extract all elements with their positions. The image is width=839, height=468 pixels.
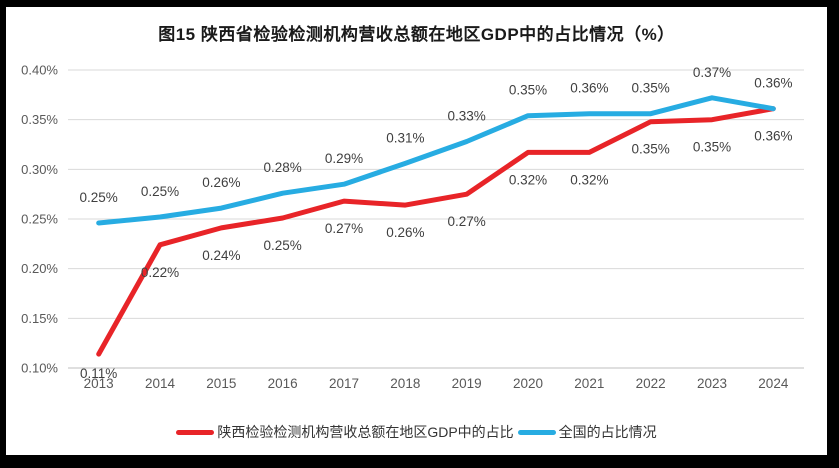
- x-axis-tick-label: 2024: [758, 376, 789, 391]
- chart-title: 图15 陕西省检验检测机构营收总额在地区GDP中的占比情况（%）: [158, 25, 675, 44]
- data-label: 0.26%: [386, 225, 424, 240]
- data-label: 0.35%: [632, 81, 670, 96]
- data-label: 0.32%: [509, 172, 547, 187]
- data-label: 0.36%: [570, 81, 608, 96]
- data-label: 0.27%: [325, 221, 363, 236]
- x-axis-tick-label: 2020: [513, 376, 543, 391]
- legend-line-swatch-blue: [517, 429, 556, 435]
- data-label: 0.25%: [80, 190, 118, 205]
- x-axis-tick-label: 2017: [329, 376, 359, 391]
- data-label: 0.24%: [202, 248, 240, 263]
- y-axis-tick-label: 0.15%: [21, 311, 58, 326]
- y-axis-tick-label: 0.40%: [21, 63, 58, 78]
- legend-label-shaanxi: 陕西检验检测机构营收总额在地区GDP中的占比: [217, 424, 514, 440]
- chart-svg: 0.40% 0.35% 0.30% 0.25% 0.20% 0.15% 0.10% 2013 2…: [21, 63, 804, 391]
- x-axis-tick-label: 2023: [697, 376, 727, 391]
- legend-item-shaanxi: 陕西检验检测机构营收总额在地区GDP中的占比: [176, 422, 514, 442]
- x-axis-tick-label: 2016: [268, 376, 298, 391]
- x-axis-tick-label: 2013: [84, 376, 114, 391]
- x-axis-tick-label: 2014: [145, 376, 176, 391]
- data-label: 0.29%: [325, 151, 363, 166]
- y-axis-tick-label: 0.20%: [21, 261, 58, 276]
- x-axis-tick-label: 2021: [574, 376, 604, 391]
- data-label: 0.32%: [570, 172, 608, 187]
- data-label: 0.35%: [693, 140, 731, 155]
- chart-panel: 图15 陕西省检验检测机构营收总额在地区GDP中的占比情况（%） 0.40% 0.…: [6, 7, 827, 455]
- data-label: 0.35%: [509, 83, 547, 98]
- x-axis-tick-label: 2022: [636, 376, 666, 391]
- data-label: 0.37%: [693, 65, 731, 80]
- y-axis-tick-label: 0.35%: [21, 112, 58, 127]
- legend-line-swatch-red: [176, 429, 215, 435]
- data-label: 0.25%: [141, 184, 179, 199]
- legend-item-national: 全国的占比情况: [517, 422, 657, 442]
- data-label: 0.25%: [264, 238, 302, 253]
- y-axis-tick-label: 0.25%: [21, 212, 58, 227]
- x-axis-tick-label: 2015: [206, 376, 236, 391]
- data-label: 0.26%: [202, 175, 240, 190]
- data-label: 0.35%: [632, 142, 670, 157]
- legend-label-national: 全国的占比情况: [558, 424, 657, 440]
- data-label: 0.31%: [386, 130, 424, 145]
- y-axis-tick-label: 0.10%: [21, 361, 58, 376]
- x-axis-tick-label: 2019: [452, 376, 482, 391]
- x-axis-tick-label: 2018: [390, 376, 420, 391]
- data-label: 0.33%: [448, 109, 486, 124]
- data-label: 0.27%: [448, 214, 486, 229]
- data-label: 0.36%: [754, 76, 792, 91]
- data-label: 0.28%: [264, 160, 302, 175]
- chart-legend: 陕西检验检测机构营收总额在地区GDP中的占比 全国的占比情况: [6, 422, 827, 442]
- data-label: 0.11%: [80, 366, 117, 381]
- data-label: 0.36%: [754, 129, 792, 144]
- series-line-0: [96, 106, 776, 357]
- data-label: 0.22%: [141, 265, 179, 280]
- y-axis-tick-label: 0.30%: [21, 162, 58, 177]
- series-line-1: [96, 95, 776, 226]
